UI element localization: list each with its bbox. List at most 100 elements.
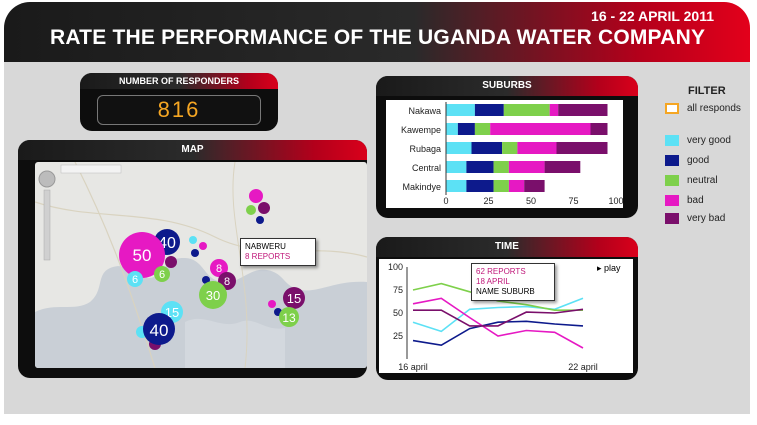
bubble-30[interactable]: 30: [199, 281, 227, 309]
bubble-label: 40: [150, 321, 169, 340]
bar-segment[interactable]: [517, 142, 557, 154]
filter-all-responds[interactable]: all responds: [665, 103, 741, 117]
x-tick-label: 0: [443, 196, 448, 206]
bar-segment[interactable]: [446, 123, 458, 135]
suburbs-panel-header: SUBURBS: [376, 76, 638, 96]
map-canvas: [35, 162, 367, 368]
bar-segment[interactable]: [446, 161, 467, 173]
bad-swatch: [665, 195, 679, 206]
time-chart-svg: 25 50 75 100 16 april 22 april: [388, 262, 598, 372]
map-dot[interactable]: [249, 189, 263, 203]
bar-segment[interactable]: [471, 142, 503, 154]
suburbs-chart: Nakawa Kawempe Rubaga Central Makindye 0 25 50 7…: [386, 100, 624, 208]
bar-segment[interactable]: [446, 104, 475, 116]
bubble-8-pink[interactable]: 8: [210, 259, 228, 277]
x-tick-label: 22 april: [568, 362, 598, 372]
series-line[interactable]: [413, 308, 584, 327]
y-tick-label: 25: [393, 331, 403, 341]
bar-segment[interactable]: [590, 123, 608, 135]
very-good-swatch: [665, 135, 679, 146]
bubble-label: 50: [133, 246, 152, 265]
x-tick-label: 16 april: [398, 362, 428, 372]
road-line: [35, 201, 367, 258]
series-line[interactable]: [412, 297, 584, 349]
map-bubble-layer: 40 50 6 6 8: [119, 189, 305, 350]
header-banner: 16 - 22 APRIL 2011 RATE THE PERFORMANCE …: [4, 2, 750, 62]
bubble-label: 6: [159, 269, 165, 281]
time-chart: 25 50 75 100 16 april 22 april ▸ play 62 REPO…: [379, 259, 633, 373]
filter-neutral[interactable]: neutral: [665, 175, 718, 189]
filter-good[interactable]: good: [665, 155, 709, 169]
bar-segment[interactable]: [508, 161, 545, 173]
filter-label: very bad: [687, 213, 726, 225]
bar-segment[interactable]: [524, 180, 545, 192]
filter-bad[interactable]: bad: [665, 195, 704, 209]
bar-segment[interactable]: [493, 161, 509, 173]
play-button[interactable]: ▸ play: [597, 263, 621, 273]
good-swatch: [665, 155, 679, 166]
map-dot[interactable]: [258, 202, 270, 214]
bar-segment[interactable]: [474, 104, 504, 116]
category-label: Central: [412, 163, 441, 173]
map-dot[interactable]: [165, 256, 177, 268]
uganda-map[interactable]: 40 50 6 6 8: [35, 162, 367, 368]
responders-panel-header: NUMBER OF RESPONDERS: [80, 73, 278, 89]
bay-water-shape: [185, 318, 285, 368]
map-dot[interactable]: [268, 300, 276, 308]
bar-segment[interactable]: [474, 123, 491, 135]
bubble-40-south[interactable]: 40: [143, 313, 175, 345]
x-tick-label: 50: [526, 196, 536, 206]
map-dot[interactable]: [256, 216, 264, 224]
bar-segment[interactable]: [446, 180, 467, 192]
bar-segment[interactable]: [493, 180, 509, 192]
bar-segment[interactable]: [508, 180, 525, 192]
bar-segment[interactable]: [544, 161, 581, 173]
filter-very-good[interactable]: very good: [665, 135, 731, 149]
map-zoom-slider[interactable]: [43, 189, 51, 261]
suburbs-title: SUBURBS: [482, 80, 532, 91]
callout-date: 18 APRIL: [476, 277, 510, 286]
map-dot[interactable]: [246, 205, 256, 215]
bar-segment[interactable]: [558, 104, 608, 116]
page-title: RATE THE PERFORMANCE OF THE UGANDA WATER…: [50, 26, 706, 49]
bar-segment[interactable]: [549, 104, 559, 116]
map-panel-header: MAP: [18, 140, 367, 160]
bubble-label: 15: [287, 291, 301, 306]
y-tick-label: 100: [388, 262, 403, 272]
bar-segment[interactable]: [466, 180, 494, 192]
map-type-control[interactable]: [60, 164, 122, 174]
series-line[interactable]: [412, 297, 584, 333]
very-bad-swatch: [665, 213, 679, 224]
time-callout: 62 REPORTS 18 APRIL NAME SUBURB: [471, 263, 555, 301]
callout-name: NABWERU: [245, 242, 286, 251]
bubble-6-cyan[interactable]: 6: [127, 271, 143, 287]
filter-very-bad[interactable]: very bad: [665, 213, 725, 227]
map-dot[interactable]: [189, 236, 197, 244]
map-title: MAP: [181, 144, 204, 155]
map-dot[interactable]: [199, 242, 207, 250]
bubble-6-green[interactable]: 6: [154, 266, 170, 282]
series-line[interactable]: [412, 282, 583, 312]
bar-segment[interactable]: [556, 142, 608, 154]
filter-label: good: [687, 155, 710, 167]
bubble-15-purple[interactable]: 15: [283, 287, 305, 309]
category-label: Nakawa: [408, 106, 441, 116]
bar-segment[interactable]: [490, 123, 591, 135]
map-pan-control[interactable]: [38, 170, 56, 188]
bar-segment[interactable]: [466, 161, 494, 173]
filter-label: all responds: [687, 103, 741, 115]
x-tick-label: 100: [608, 196, 623, 206]
bar-segment[interactable]: [446, 142, 472, 154]
bar-segment[interactable]: [502, 142, 518, 154]
bubble-13[interactable]: 13: [279, 307, 299, 327]
map-dot[interactable]: [191, 249, 199, 257]
date-range: 16 - 22 APRIL 2011: [591, 8, 714, 24]
callout-reports: 8 REPORTS: [245, 252, 291, 261]
series-line[interactable]: [412, 320, 584, 347]
bubble-label: 30: [206, 288, 220, 303]
filter-label: very good: [687, 135, 731, 147]
bubble-50[interactable]: 50: [119, 232, 165, 278]
bar-segment[interactable]: [457, 123, 475, 135]
bar-segment[interactable]: [503, 104, 550, 116]
neutral-swatch: [665, 175, 679, 186]
